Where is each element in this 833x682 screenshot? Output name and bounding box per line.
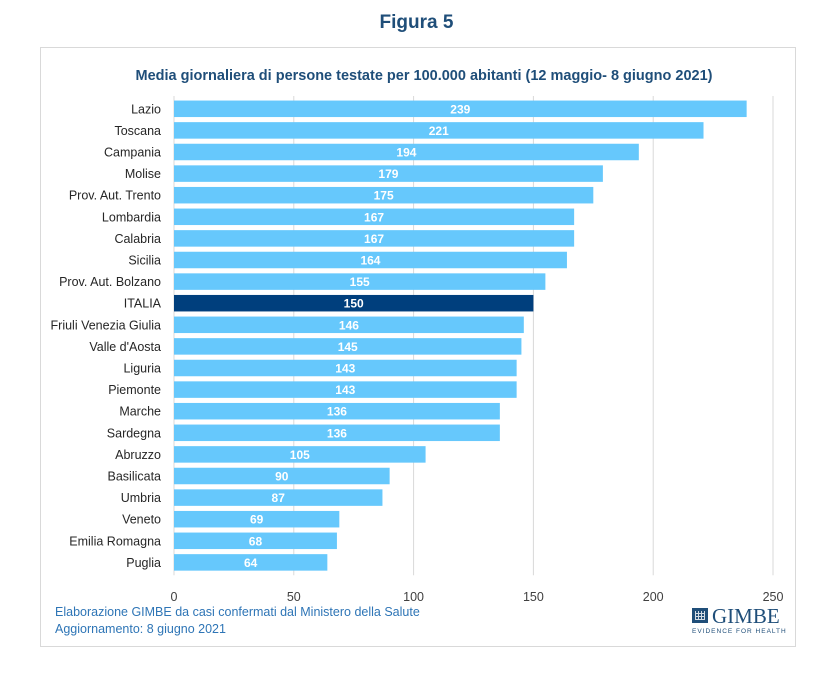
bar (174, 122, 704, 139)
category-label: Prov. Aut. Bolzano (59, 275, 161, 289)
data-label: 143 (335, 383, 355, 397)
category-label: Molise (125, 167, 161, 181)
data-label: 175 (374, 189, 394, 203)
bar (174, 208, 575, 226)
gimbe-logo-icon (692, 608, 708, 623)
chart-title: Media giornaliera di persone testate per… (136, 68, 713, 84)
bar (174, 554, 328, 571)
x-tick-label: 0 (171, 590, 178, 604)
category-label: Puglia (126, 556, 161, 570)
category-label: Abruzzo (115, 448, 161, 462)
bar (174, 100, 747, 118)
category-label: Lombardia (102, 210, 161, 224)
bar (174, 251, 567, 269)
logo-name: GIMBE (712, 604, 780, 628)
data-label: 164 (360, 254, 380, 268)
data-label: 194 (396, 146, 416, 160)
data-label: 145 (338, 340, 358, 354)
bar (174, 489, 383, 506)
category-label: Friuli Venezia Giulia (51, 318, 162, 332)
footer: Elaborazione GIMBE da casi confermati da… (55, 604, 420, 638)
figure-label: Figura 5 (379, 12, 454, 33)
category-label: Piemonte (108, 383, 161, 397)
data-label: 179 (378, 167, 398, 181)
category-label: Prov. Aut. Trento (69, 189, 161, 203)
bar (174, 143, 639, 161)
bar (174, 402, 500, 420)
data-label: 155 (350, 275, 370, 289)
data-label: 69 (250, 513, 264, 527)
bar (174, 467, 390, 485)
category-label: ITALIA (124, 297, 162, 311)
category-label: Sardegna (107, 426, 161, 440)
bar (174, 294, 534, 312)
bar (174, 510, 340, 528)
bar (174, 359, 517, 377)
logo-tagline: EVIDENCE FOR HEALTH (692, 628, 787, 635)
data-label: 64 (244, 556, 258, 570)
chart-container: Media giornaliera di persone testate per… (40, 47, 796, 647)
data-label: 146 (339, 318, 359, 332)
data-label: 136 (327, 405, 347, 419)
data-label: 68 (249, 534, 263, 548)
bar-chart: Media giornaliera di persone testate per… (51, 68, 784, 604)
x-tick-label: 50 (287, 590, 301, 604)
data-label: 90 (275, 470, 289, 484)
category-label: Umbria (121, 491, 161, 505)
bar (174, 532, 337, 550)
x-tick-label: 200 (643, 590, 664, 604)
bar (174, 165, 603, 182)
bar (174, 424, 500, 442)
category-label: Valle d'Aosta (89, 340, 161, 354)
category-label: Sicilia (128, 254, 161, 268)
data-label: 239 (450, 102, 470, 116)
category-labels: Lazio Toscana Campania Molise Prov. Aut. Tre… (51, 102, 162, 570)
source-note: Elaborazione GIMBE da casi confermati da… (55, 605, 420, 619)
category-label: Lazio (131, 102, 161, 116)
gimbe-logo: GIMBE EVIDENCE FOR HEALTH (692, 604, 792, 637)
data-label: 136 (327, 426, 347, 440)
bar (174, 446, 426, 463)
category-label: Marche (119, 405, 161, 419)
data-label: 167 (364, 232, 384, 246)
x-tick-label: 250 (763, 590, 784, 604)
category-label: Basilicata (108, 470, 162, 484)
x-axis-tick-labels: 0 50 100 150 200 250 (171, 590, 784, 604)
category-label: Calabria (114, 232, 161, 246)
category-label: Emilia Romagna (69, 534, 161, 548)
x-tick-label: 150 (523, 590, 544, 604)
bar (174, 186, 594, 204)
data-label: 143 (335, 362, 355, 376)
data-label: 105 (290, 448, 310, 462)
bar (174, 273, 546, 290)
category-label: Campania (104, 146, 161, 160)
bar (174, 381, 517, 398)
category-label: Toscana (114, 124, 161, 138)
data-label: 150 (344, 297, 364, 311)
category-label: Liguria (123, 362, 161, 376)
data-label: 221 (429, 124, 449, 138)
update-note: Aggiornamento: 8 giugno 2021 (55, 622, 226, 636)
data-label: 167 (364, 210, 384, 224)
bar (174, 316, 524, 334)
x-tick-label: 100 (403, 590, 424, 604)
bar (174, 230, 575, 247)
bar (174, 338, 522, 355)
category-label: Veneto (122, 513, 161, 527)
data-label: 87 (272, 491, 286, 505)
